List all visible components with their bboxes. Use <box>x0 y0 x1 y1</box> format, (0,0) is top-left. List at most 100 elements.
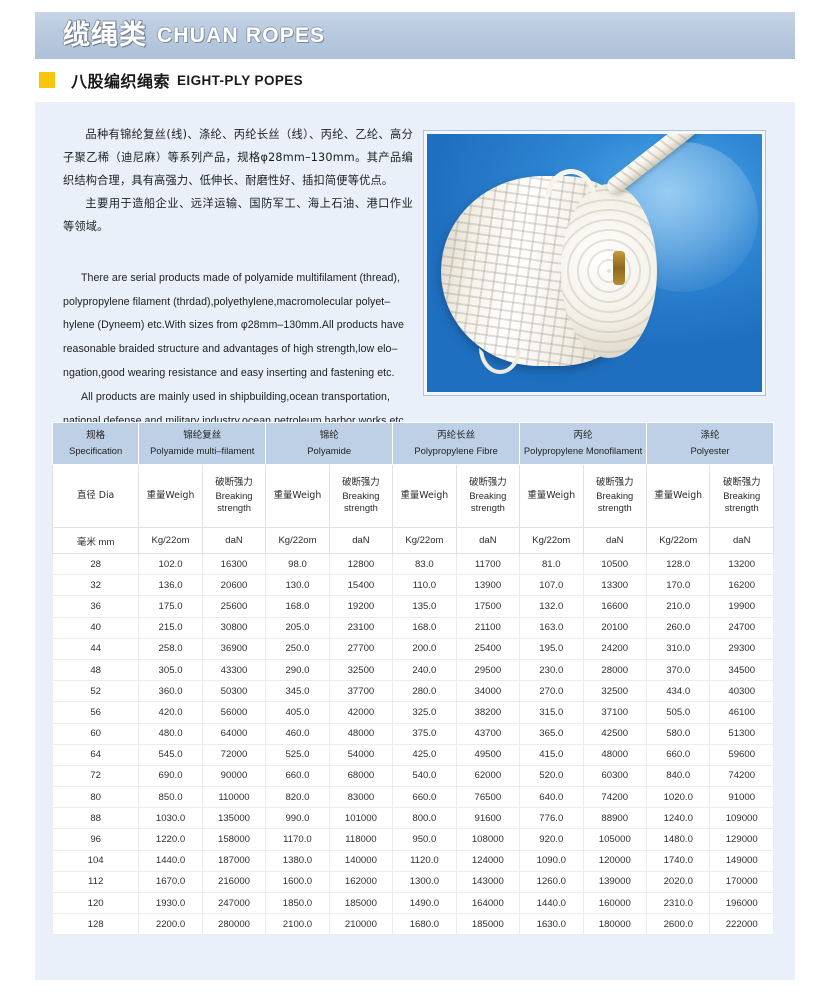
cell-value: 1300.0 <box>392 870 457 894</box>
table-row: 36 175.0 25600 168.0 19200 135.0 17500 132.0 166… <box>51 595 774 618</box>
cell-value: 1030.0 <box>138 807 203 830</box>
subheader-weight-1: 重量Weigh <box>138 464 203 528</box>
subheader-en: Breaking strength <box>342 489 380 514</box>
cell-value: 59600 <box>709 743 774 766</box>
table-row: 80 850.0 110000 820.0 83000 660.0 76500 640.0 74… <box>51 786 774 809</box>
cell-diameter: 80 <box>51 786 140 809</box>
cell-value: 1490.0 <box>392 891 457 915</box>
cell-value: 820.0 <box>265 786 330 809</box>
cell-value: 2310.0 <box>645 891 711 915</box>
subheader-en: Weigh <box>673 489 703 501</box>
group-header-en: Polypropylene Monofilament <box>523 444 643 456</box>
cell-value: 525.0 <box>265 743 330 766</box>
unit-cell: daN <box>328 527 394 554</box>
cell-value: 2100.0 <box>265 913 330 936</box>
cell-value: 168.0 <box>392 616 457 639</box>
cell-value: 370.0 <box>645 658 711 682</box>
table-head: 规格 Specification 锦纶复丝 Polyamide multi–fi… <box>51 422 774 554</box>
cell-value: 29500 <box>455 658 521 682</box>
cell-value: 270.0 <box>519 680 584 703</box>
cell-value: 950.0 <box>392 828 457 851</box>
group-header-cn: 丙纶 <box>573 429 593 441</box>
subheader-breaking-strength-2: 破断强力 Breaking strength <box>328 464 394 528</box>
subheader-cn: 破断强力 <box>469 476 507 488</box>
cell-value: 185000 <box>328 891 394 915</box>
cell-value: 325.0 <box>392 701 457 724</box>
cell-value: 405.0 <box>265 701 330 724</box>
subheader-cn: 破断强力 <box>215 476 253 488</box>
cell-value: 36900 <box>201 637 267 660</box>
cell-value: 1670.0 <box>138 870 203 894</box>
cell-value: 2600.0 <box>645 913 711 936</box>
cell-value: 2020.0 <box>645 870 711 894</box>
rope-loop-graphic <box>545 169 597 201</box>
group-header-cn: 锦纶 <box>319 429 339 441</box>
cell-diameter: 128 <box>51 913 140 936</box>
cell-diameter: 72 <box>51 764 140 788</box>
cell-value: 20100 <box>582 616 648 639</box>
cell-diameter: 32 <box>51 574 140 597</box>
cell-value: 81.0 <box>519 552 584 576</box>
cell-value: 230.0 <box>519 658 584 682</box>
unit-cell: daN <box>709 527 774 554</box>
cell-value: 1440.0 <box>138 849 203 872</box>
cell-value: 49500 <box>455 743 521 766</box>
cell-value: 130.0 <box>265 574 330 597</box>
table-row: 128 2200.0 280000 2100.0 210000 1680.0 185000 1… <box>51 913 774 936</box>
subheader-breaking-strength-4: 破断强力 Breaking strength <box>582 464 648 528</box>
cell-value: 420.0 <box>138 701 203 724</box>
cell-value: 51300 <box>709 722 774 745</box>
cell-value: 38200 <box>455 701 521 724</box>
cell-value: 365.0 <box>519 722 584 745</box>
cell-value: 42500 <box>582 722 648 745</box>
cell-value: 1240.0 <box>645 807 711 830</box>
table-row: 44 258.0 36900 250.0 27700 200.0 25400 195.0 242… <box>51 637 774 660</box>
unit-cell: Kg/22om <box>265 527 330 554</box>
cell-value: 280000 <box>201 913 267 936</box>
cell-value: 34500 <box>709 658 774 682</box>
group-header-en: Polypropylene Fibre <box>414 444 498 456</box>
cell-value: 17500 <box>455 595 521 618</box>
cell-diameter: 60 <box>51 722 140 745</box>
cell-value: 258.0 <box>138 637 203 660</box>
cell-value: 135000 <box>201 807 267 830</box>
cell-value: 164000 <box>455 891 521 915</box>
table-row: 88 1030.0 135000 990.0 101000 800.0 91600 776.0… <box>51 807 774 830</box>
table-unit-row: 毫米 mm Kg/22om daN Kg/22om daN Kg/22om da… <box>51 527 774 554</box>
banner-title-en: CHUAN ROPES <box>157 24 326 47</box>
cell-value: 107.0 <box>519 574 584 597</box>
cell-value: 24200 <box>582 637 648 660</box>
cell-value: 91000 <box>709 786 774 809</box>
group-header-cn: 涤纶 <box>700 429 720 441</box>
subheader-en: Weigh <box>546 489 576 501</box>
table-row: 32 136.0 20600 130.0 15400 110.0 13900 107.0 133… <box>51 574 774 597</box>
cell-value: 195.0 <box>519 637 584 660</box>
cell-value: 13200 <box>709 552 774 576</box>
cell-value: 16300 <box>201 552 267 576</box>
cell-diameter: 56 <box>51 701 140 724</box>
cell-value: 46100 <box>709 701 774 724</box>
cell-value: 1680.0 <box>392 913 457 936</box>
table-row: 52 360.0 50300 345.0 37700 280.0 34000 270.0 325… <box>51 680 774 703</box>
cell-value: 1850.0 <box>265 891 330 915</box>
cell-value: 13300 <box>582 574 648 597</box>
table-row: 120 1930.0 247000 1850.0 185000 1490.0 164000 1… <box>51 891 774 915</box>
cell-value: 840.0 <box>645 764 711 788</box>
cell-value: 28000 <box>582 658 648 682</box>
cell-value: 16600 <box>582 595 648 618</box>
table-row: 112 1670.0 216000 1600.0 162000 1300.0 143000 1… <box>51 870 774 894</box>
cell-value: 43700 <box>455 722 521 745</box>
table-row: 48 305.0 43300 290.0 32500 240.0 29500 230.0 280… <box>51 658 774 682</box>
product-photo <box>427 134 762 392</box>
cell-value: 19900 <box>709 595 774 618</box>
cell-value: 27700 <box>328 637 394 660</box>
english-paragraph-1: There are serial products made of polyam… <box>63 271 404 380</box>
cell-value: 1480.0 <box>645 828 711 851</box>
group-header-polyamide-multifilament: 锦纶复丝 Polyamide multi–filament <box>138 422 267 465</box>
cell-value: 74200 <box>709 764 774 788</box>
cell-value: 2200.0 <box>138 913 203 936</box>
cell-value: 690.0 <box>138 764 203 788</box>
subheader-breaking-strength-1: 破断强力 Breaking strength <box>201 464 267 528</box>
cell-value: 34000 <box>455 680 521 703</box>
cell-value: 1260.0 <box>519 870 584 894</box>
